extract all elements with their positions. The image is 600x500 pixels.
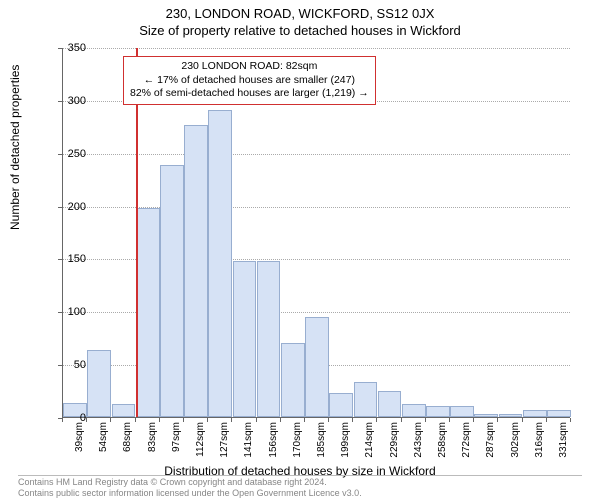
x-tick-mark xyxy=(304,418,305,422)
histogram-bar xyxy=(281,343,305,417)
histogram-bar xyxy=(87,350,111,417)
annotation-box: 230 LONDON ROAD: 82sqm← 17% of detached … xyxy=(123,56,376,105)
annotation-line: 230 LONDON ROAD: 82sqm xyxy=(130,60,369,74)
x-tick-mark xyxy=(449,418,450,422)
y-tick-label: 350 xyxy=(46,42,86,54)
histogram-bar xyxy=(136,208,160,417)
grid-line xyxy=(63,154,570,155)
x-tick-label: 214sqm xyxy=(364,422,375,472)
footer-line1: Contains HM Land Registry data © Crown c… xyxy=(18,477,582,487)
footer-line2: Contains public sector information licen… xyxy=(18,488,582,498)
y-tick-mark xyxy=(58,365,62,366)
x-tick-mark xyxy=(86,418,87,422)
histogram-bar xyxy=(208,110,232,417)
histogram-bar xyxy=(305,317,329,417)
annotation-line: 82% of semi-detached houses are larger (… xyxy=(130,87,369,101)
x-tick-label: 170sqm xyxy=(292,422,303,472)
chart-header: 230, LONDON ROAD, WICKFORD, SS12 0JX Siz… xyxy=(0,0,600,38)
x-tick-mark xyxy=(546,418,547,422)
y-tick-mark xyxy=(58,312,62,313)
x-tick-label: 229sqm xyxy=(389,422,400,472)
y-tick-label: 250 xyxy=(46,148,86,160)
y-tick-mark xyxy=(58,259,62,260)
x-tick-label: 199sqm xyxy=(340,422,351,472)
x-tick-mark xyxy=(401,418,402,422)
histogram-bar xyxy=(547,410,571,417)
x-tick-mark xyxy=(207,418,208,422)
x-tick-label: 141sqm xyxy=(243,422,254,472)
histogram-bar xyxy=(499,414,523,417)
grid-line xyxy=(63,48,570,49)
y-tick-mark xyxy=(58,207,62,208)
x-tick-label: 54sqm xyxy=(98,422,109,472)
subtitle-line: Size of property relative to detached ho… xyxy=(0,23,600,38)
histogram-bar xyxy=(474,414,498,417)
x-tick-mark xyxy=(425,418,426,422)
histogram-bar xyxy=(233,261,257,417)
x-tick-label: 156sqm xyxy=(268,422,279,472)
histogram-bar xyxy=(257,261,281,417)
x-tick-mark xyxy=(256,418,257,422)
x-tick-mark xyxy=(473,418,474,422)
histogram-bar xyxy=(402,404,426,417)
x-tick-label: 185sqm xyxy=(316,422,327,472)
footer-attribution: Contains HM Land Registry data © Crown c… xyxy=(18,475,582,498)
annotation-line: ← 17% of detached houses are smaller (24… xyxy=(130,74,369,88)
x-tick-mark xyxy=(135,418,136,422)
x-tick-mark xyxy=(497,418,498,422)
y-tick-label: 100 xyxy=(46,306,86,318)
x-tick-mark xyxy=(110,418,111,422)
x-tick-mark xyxy=(570,418,571,422)
y-axis-label: Number of detached properties xyxy=(8,65,22,230)
y-tick-mark xyxy=(58,48,62,49)
histogram-bar xyxy=(450,406,474,417)
x-tick-label: 83sqm xyxy=(147,422,158,472)
x-tick-label: 243sqm xyxy=(413,422,424,472)
histogram-bar xyxy=(523,410,547,417)
y-tick-mark xyxy=(58,101,62,102)
y-tick-label: 150 xyxy=(46,253,86,265)
y-tick-label: 50 xyxy=(46,359,86,371)
x-tick-mark xyxy=(376,418,377,422)
x-tick-label: 287sqm xyxy=(485,422,496,472)
x-tick-label: 316sqm xyxy=(534,422,545,472)
x-tick-label: 258sqm xyxy=(437,422,448,472)
y-tick-label: 200 xyxy=(46,201,86,213)
x-tick-label: 39sqm xyxy=(74,422,85,472)
histogram-bar xyxy=(426,406,450,417)
x-tick-label: 302sqm xyxy=(510,422,521,472)
x-tick-mark xyxy=(280,418,281,422)
x-tick-mark xyxy=(62,418,63,422)
x-tick-mark xyxy=(231,418,232,422)
x-tick-label: 97sqm xyxy=(171,422,182,472)
x-tick-label: 68sqm xyxy=(122,422,133,472)
x-tick-mark xyxy=(522,418,523,422)
address-line: 230, LONDON ROAD, WICKFORD, SS12 0JX xyxy=(0,6,600,21)
histogram-bar xyxy=(329,393,353,417)
y-tick-label: 300 xyxy=(46,95,86,107)
histogram-bar xyxy=(160,165,184,417)
histogram-bar xyxy=(112,404,136,417)
x-tick-label: 272sqm xyxy=(461,422,472,472)
x-tick-mark xyxy=(352,418,353,422)
chart-plot-area: 230 LONDON ROAD: 82sqm← 17% of detached … xyxy=(62,48,570,418)
y-tick-mark xyxy=(58,154,62,155)
histogram-bar xyxy=(354,382,378,417)
x-tick-label: 331sqm xyxy=(558,422,569,472)
x-tick-mark xyxy=(328,418,329,422)
x-tick-label: 112sqm xyxy=(195,422,206,472)
histogram-bar xyxy=(184,125,208,417)
x-tick-mark xyxy=(183,418,184,422)
histogram-bar xyxy=(378,391,402,417)
x-tick-label: 127sqm xyxy=(219,422,230,472)
x-tick-mark xyxy=(159,418,160,422)
